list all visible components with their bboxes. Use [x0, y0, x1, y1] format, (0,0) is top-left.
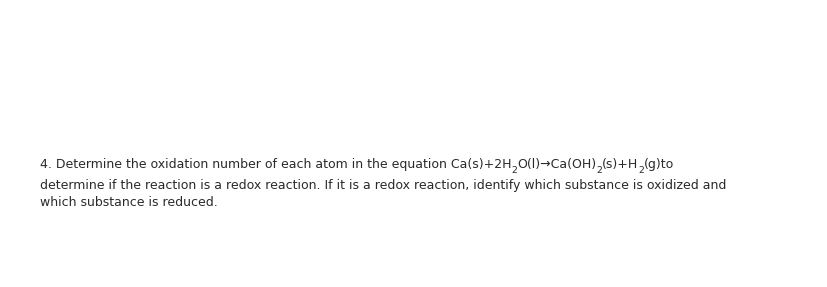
Text: (g)to: (g)to	[643, 158, 674, 171]
Text: 2: 2	[595, 166, 601, 175]
Text: O(l)→Ca(OH): O(l)→Ca(OH)	[517, 158, 595, 171]
Text: 2: 2	[638, 166, 643, 175]
Text: 2: 2	[510, 166, 517, 175]
Text: which substance is reduced.: which substance is reduced.	[40, 196, 218, 209]
Text: (s)+H: (s)+H	[601, 158, 638, 171]
Text: 4. Determine the oxidation number of each atom in the equation Ca(s)+2H: 4. Determine the oxidation number of eac…	[40, 158, 510, 171]
Text: determine if the reaction is a redox reaction. If it is a redox reaction, identi: determine if the reaction is a redox rea…	[40, 179, 725, 192]
